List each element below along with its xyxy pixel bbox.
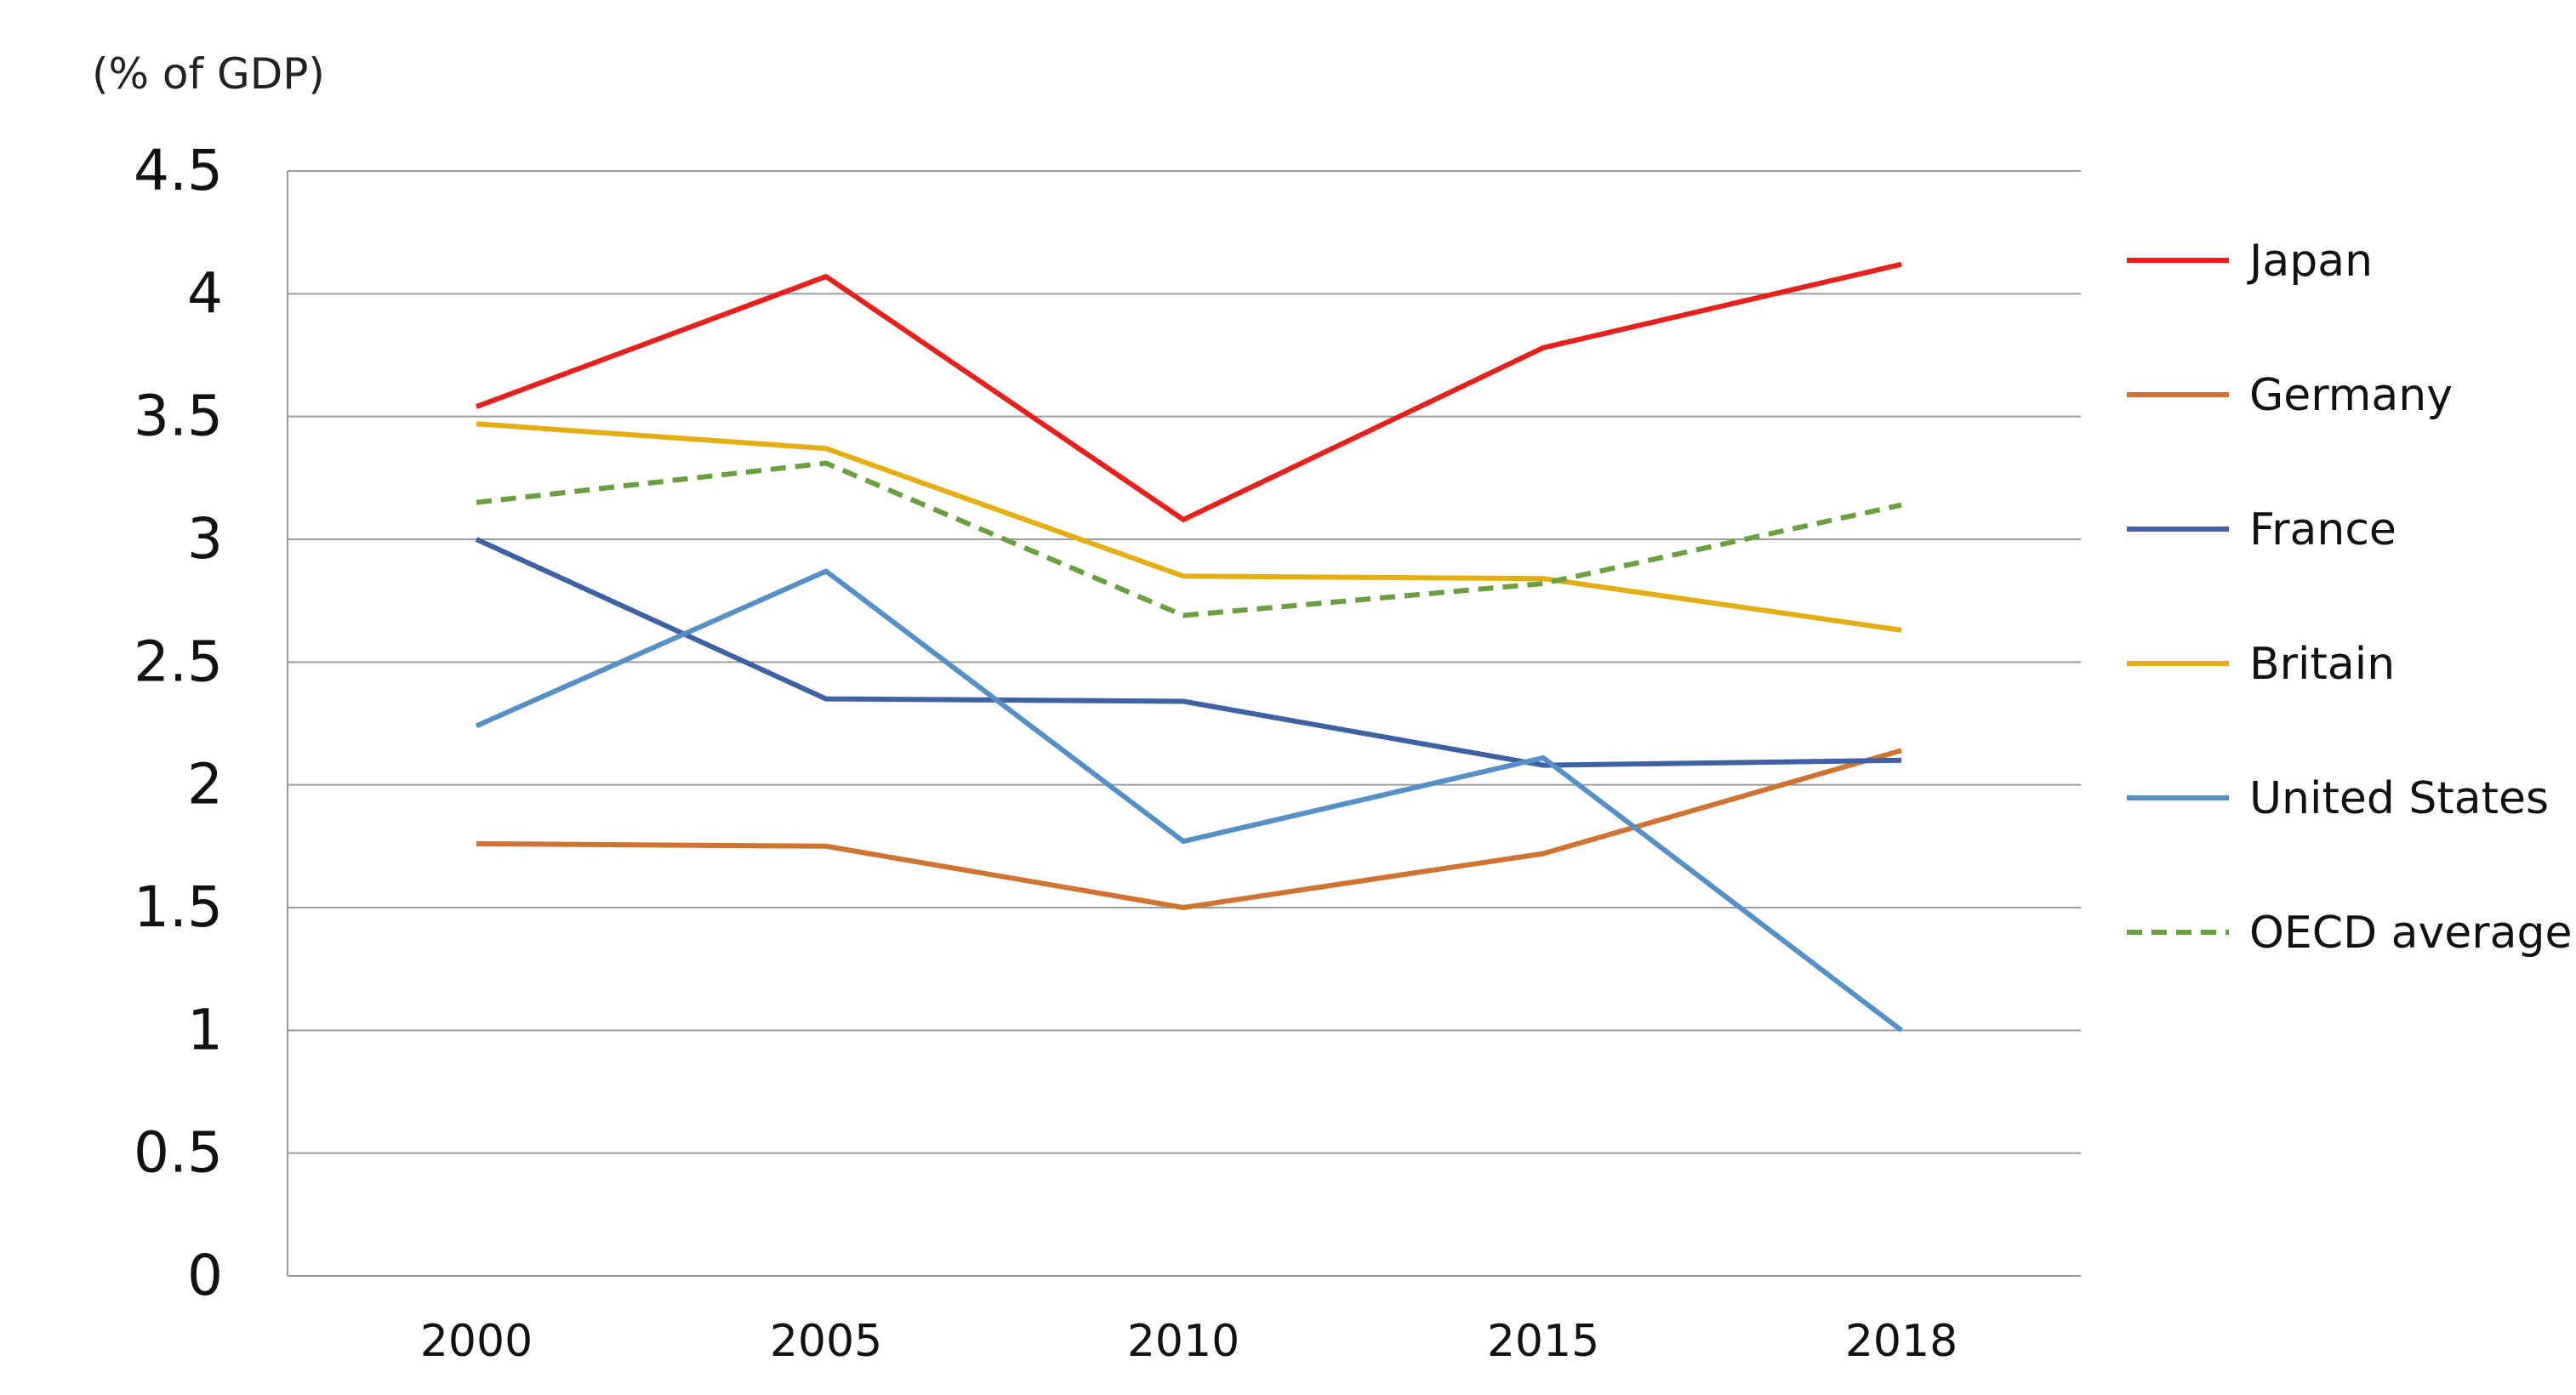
data-series: [475, 261, 1903, 1033]
y-tick-label: 4: [187, 260, 223, 326]
x-tick-label: 2000: [420, 1316, 533, 1367]
series-line-japan: [475, 261, 1902, 522]
y-axis-ticks: 0 0.5 1 1.5 2 2.5 3 3.5 4 4.5: [134, 138, 223, 1308]
y-axis-unit-label: (% of GDP): [92, 49, 325, 99]
y-tick-label: 3.5: [134, 384, 223, 449]
y-tick-label: 1.5: [134, 874, 223, 940]
x-tick-label: 2015: [1487, 1316, 1599, 1367]
y-tick-label: 0: [187, 1243, 223, 1308]
y-tick-label: 4.5: [134, 138, 223, 203]
y-tick-label: 1: [187, 997, 223, 1062]
gridlines: [287, 170, 2081, 1277]
y-tick-label: 3: [187, 506, 223, 572]
legend-label-japan: Japan: [2247, 236, 2373, 287]
series-line-united-states: [475, 568, 1903, 1033]
y-tick-label: 2: [187, 752, 223, 817]
series-line-france: [475, 537, 1902, 768]
legend-label-germany: Germany: [2249, 370, 2453, 421]
legend: Japan Germany France Britain United States OE…: [2127, 236, 2573, 959]
x-tick-label: 2018: [1845, 1316, 1958, 1367]
legend-label-britain: Britain: [2249, 639, 2395, 690]
x-axis-ticks: 2000 2005 2010 2015 2018: [420, 1316, 1958, 1367]
legend-label-oecd-average: OECD average: [2249, 908, 2573, 959]
legend-label-united-states: United States: [2249, 773, 2549, 824]
series-line-britain: [476, 421, 1902, 633]
x-tick-label: 2005: [770, 1316, 882, 1367]
x-tick-label: 2010: [1127, 1316, 1240, 1367]
y-tick-label: 2.5: [134, 629, 223, 694]
series-line-germany: [476, 748, 1902, 910]
y-tick-label: 0.5: [134, 1120, 223, 1186]
series-line-oecd-average: [476, 460, 1902, 618]
legend-label-france: France: [2249, 504, 2396, 555]
